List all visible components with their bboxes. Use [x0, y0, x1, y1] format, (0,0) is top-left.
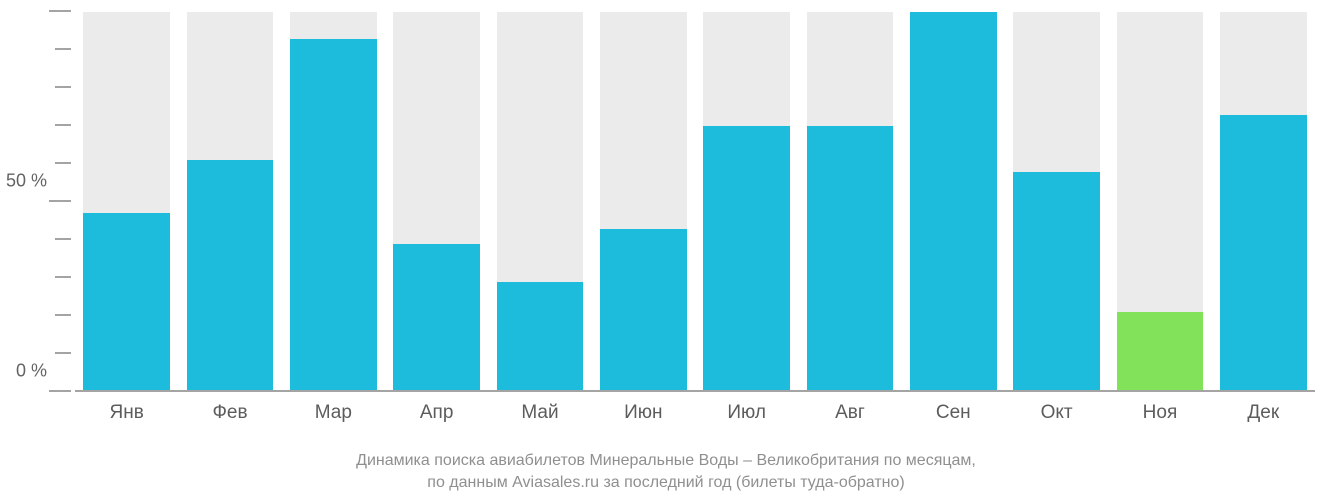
bar-remainder: [1220, 12, 1307, 115]
y-tick-minor: [55, 276, 71, 278]
y-tick-minor: [55, 48, 71, 50]
bar-value: [1013, 172, 1100, 392]
x-axis-label: Мар: [282, 402, 385, 424]
bar-remainder: [393, 12, 480, 244]
bar: [1220, 12, 1307, 392]
y-tick-minor: [55, 238, 71, 240]
y-tick-major: [49, 390, 71, 392]
bar-slot: [902, 12, 1005, 392]
bar-slot: [1005, 12, 1108, 392]
y-tick-minor: [55, 162, 71, 164]
y-tick-label: 100 %: [0, 0, 47, 2]
bar-slot: [75, 12, 178, 392]
x-axis-label: Янв: [75, 402, 178, 424]
y-tick-minor: [55, 86, 71, 88]
bar-value: [807, 126, 894, 392]
y-tick-major: [49, 200, 71, 202]
bar-remainder: [1117, 12, 1204, 312]
bar-slot: [592, 12, 695, 392]
y-tick-minor: [55, 124, 71, 126]
bar-value: [600, 229, 687, 392]
x-axis-label: Апр: [385, 402, 488, 424]
bar: [600, 12, 687, 392]
x-axis-label: Июл: [695, 402, 798, 424]
bar-slot: [385, 12, 488, 392]
bar: [910, 12, 997, 392]
x-axis-label: Фев: [178, 402, 281, 424]
x-axis-label: Май: [488, 402, 591, 424]
bar-value: [703, 126, 790, 392]
bar: [703, 12, 790, 392]
bar-remainder: [497, 12, 584, 282]
bar-remainder: [187, 12, 274, 160]
x-axis-label: Ноя: [1108, 402, 1211, 424]
bar-slot: [282, 12, 385, 392]
bar-slot: [1212, 12, 1315, 392]
bar: [497, 12, 584, 392]
bar-value: [393, 244, 480, 392]
bar: [83, 12, 170, 392]
bar: [807, 12, 894, 392]
x-axis-label: Авг: [798, 402, 901, 424]
caption-line-2: по данным Aviasales.ru за последний год …: [427, 474, 904, 491]
x-axis-label: Окт: [1005, 402, 1108, 424]
x-axis-label: Июн: [592, 402, 695, 424]
bar-value: [1220, 115, 1307, 392]
bar-remainder: [83, 12, 170, 213]
bars-group: [75, 12, 1315, 392]
bar: [1117, 12, 1204, 392]
bar: [393, 12, 480, 392]
bar-slot: [1108, 12, 1211, 392]
bar-remainder: [600, 12, 687, 229]
x-axis-label: Дек: [1212, 402, 1315, 424]
bar-value: [910, 12, 997, 392]
bar-slot: [695, 12, 798, 392]
bar-slot: [178, 12, 281, 392]
bar: [187, 12, 274, 392]
bar-remainder: [1013, 12, 1100, 172]
y-tick-major: [49, 10, 71, 12]
chart-container: 0 %50 %100 % ЯнвФевМарАпрМайИюнИюлАвгСен…: [0, 0, 1332, 502]
bar: [290, 12, 377, 392]
y-tick-label: 0 %: [16, 361, 47, 382]
x-axis-line: [75, 390, 1315, 392]
x-axis-label: Сен: [902, 402, 1005, 424]
bar-remainder: [807, 12, 894, 126]
y-tick-minor: [55, 314, 71, 316]
bar-value: [290, 39, 377, 392]
bar-value: [83, 213, 170, 392]
bar-value: [497, 282, 584, 392]
bar-remainder: [290, 12, 377, 39]
bar-remainder: [703, 12, 790, 126]
caption-line-1: Динамика поиска авиабилетов Минеральные …: [356, 452, 976, 469]
x-axis-labels: ЯнвФевМарАпрМайИюнИюлАвгСенОктНояДек: [75, 402, 1315, 424]
y-tick-minor: [55, 352, 71, 354]
plot-area: 0 %50 %100 %: [75, 12, 1315, 392]
y-tick-label: 50 %: [6, 171, 47, 192]
bar-slot: [798, 12, 901, 392]
chart-caption: Динамика поиска авиабилетов Минеральные …: [0, 450, 1332, 493]
bar-slot: [488, 12, 591, 392]
bar-value: [1117, 312, 1204, 392]
bar-value: [187, 160, 274, 392]
bar: [1013, 12, 1100, 392]
